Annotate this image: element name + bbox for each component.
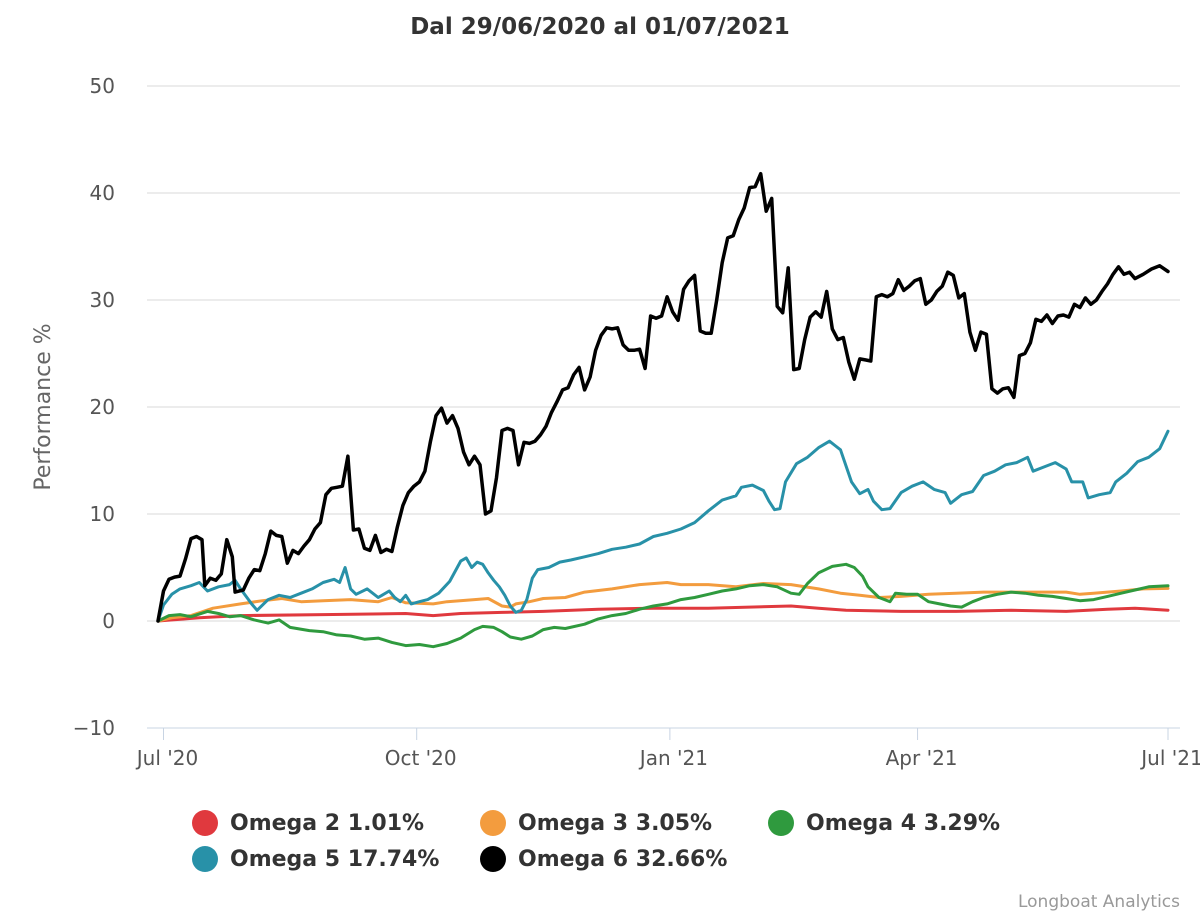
x-tick-label: Jul '20 bbox=[135, 746, 198, 770]
x-tick-label: Oct '20 bbox=[385, 746, 457, 770]
legend-label: Omega 5 17.74% bbox=[230, 846, 440, 872]
legend-swatch bbox=[192, 846, 218, 872]
legend-swatch bbox=[480, 810, 506, 836]
legend-label: Omega 6 32.66% bbox=[518, 846, 728, 872]
legend-item-omega-3[interactable]: Omega 3 3.05% bbox=[480, 810, 712, 836]
series-line-omega-2[interactable] bbox=[156, 604, 1170, 623]
y-tick-label: 10 bbox=[90, 502, 115, 526]
x-tick-label: Jul '21 bbox=[1139, 746, 1200, 770]
legend-swatch bbox=[480, 846, 506, 872]
axes: −10 0 10 20 30 40 50 Jul '20 Oct '20 Jan '21 Apr '… bbox=[73, 74, 1200, 770]
legend-item-omega-6[interactable]: Omega 6 32.66% bbox=[480, 846, 727, 872]
legend-swatch bbox=[192, 810, 218, 836]
legend-label: Omega 3 3.05% bbox=[518, 810, 713, 836]
series-line-omega-6[interactable] bbox=[156, 171, 1170, 623]
legend-item-omega-4[interactable]: Omega 4 3.29% bbox=[768, 810, 1000, 836]
chart-title: Dal 29/06/2020 al 01/07/2021 bbox=[410, 14, 790, 40]
y-tick-label: −10 bbox=[73, 716, 115, 740]
legend-swatch bbox=[768, 810, 794, 836]
series-line-omega-4[interactable] bbox=[156, 562, 1170, 649]
legend-label: Omega 2 1.01% bbox=[230, 810, 425, 836]
x-tick-label: Jan '21 bbox=[638, 746, 708, 770]
y-tick-label: 30 bbox=[90, 288, 115, 312]
series-line-omega-5[interactable] bbox=[156, 429, 1170, 623]
y-axis-title: Performance % bbox=[31, 323, 56, 490]
y-tick-label: 40 bbox=[90, 181, 115, 205]
legend-item-omega-2[interactable]: Omega 2 1.01% bbox=[192, 810, 424, 836]
grid-lines bbox=[147, 85, 1180, 729]
legend-item-omega-5[interactable]: Omega 5 17.74% bbox=[192, 846, 439, 872]
y-tick-label: 20 bbox=[90, 395, 115, 419]
y-tick-label: 0 bbox=[102, 609, 115, 633]
credits-label: Longboat Analytics bbox=[1017, 892, 1180, 912]
series-line-omega-3[interactable] bbox=[156, 581, 1170, 623]
series-lines bbox=[156, 171, 1170, 649]
y-tick-label: 50 bbox=[90, 74, 115, 98]
legend-label: Omega 4 3.29% bbox=[806, 810, 1001, 836]
x-tick-label: Apr '21 bbox=[886, 746, 958, 770]
